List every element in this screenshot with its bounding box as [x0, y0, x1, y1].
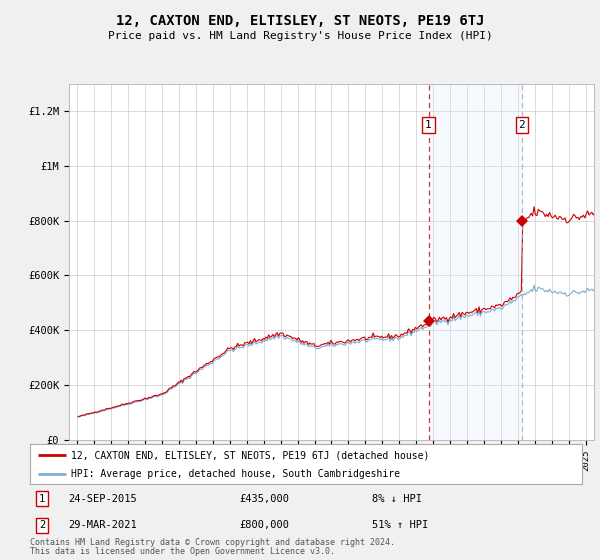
Text: This data is licensed under the Open Government Licence v3.0.: This data is licensed under the Open Gov… — [30, 548, 335, 557]
Text: 51% ↑ HPI: 51% ↑ HPI — [372, 520, 428, 530]
Text: 12, CAXTON END, ELTISLEY, ST NEOTS, PE19 6TJ (detached house): 12, CAXTON END, ELTISLEY, ST NEOTS, PE19… — [71, 450, 430, 460]
Text: 24-SEP-2015: 24-SEP-2015 — [68, 494, 137, 504]
Text: £435,000: £435,000 — [240, 494, 290, 504]
Text: 29-MAR-2021: 29-MAR-2021 — [68, 520, 137, 530]
Text: Contains HM Land Registry data © Crown copyright and database right 2024.: Contains HM Land Registry data © Crown c… — [30, 539, 395, 548]
Text: 2: 2 — [518, 120, 525, 130]
Text: £800,000: £800,000 — [240, 520, 290, 530]
Bar — [428, 84, 521, 440]
Text: HPI: Average price, detached house, South Cambridgeshire: HPI: Average price, detached house, Sout… — [71, 469, 400, 479]
Text: 1: 1 — [425, 120, 432, 130]
Text: Price paid vs. HM Land Registry's House Price Index (HPI): Price paid vs. HM Land Registry's House … — [107, 31, 493, 41]
Text: 8% ↓ HPI: 8% ↓ HPI — [372, 494, 422, 504]
Text: 2: 2 — [39, 520, 45, 530]
Text: 1: 1 — [39, 494, 45, 504]
Text: 12, CAXTON END, ELTISLEY, ST NEOTS, PE19 6TJ: 12, CAXTON END, ELTISLEY, ST NEOTS, PE19… — [116, 14, 484, 28]
